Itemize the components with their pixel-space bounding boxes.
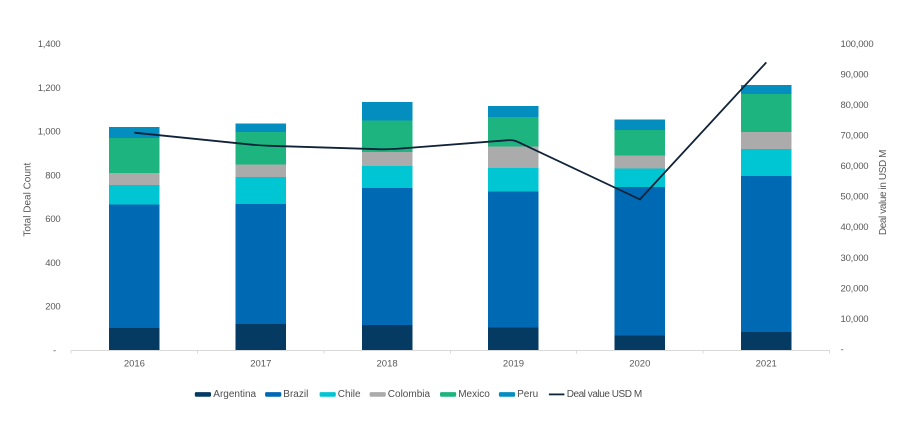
svg-text:Deal value in USD M: Deal value in USD M <box>878 150 889 235</box>
svg-text:-: - <box>841 345 844 356</box>
svg-text:400: 400 <box>45 258 60 269</box>
svg-text:Mexico: Mexico <box>458 389 490 400</box>
svg-text:30,000: 30,000 <box>841 253 869 264</box>
svg-text:90,000: 90,000 <box>841 69 869 80</box>
svg-text:50,000: 50,000 <box>841 192 869 203</box>
svg-text:1,400: 1,400 <box>38 39 61 50</box>
svg-text:60,000: 60,000 <box>841 161 869 172</box>
svg-text:10,000: 10,000 <box>841 314 869 325</box>
svg-text:800: 800 <box>45 170 60 181</box>
svg-text:2017: 2017 <box>250 359 271 370</box>
svg-text:40,000: 40,000 <box>841 222 869 233</box>
svg-text:2020: 2020 <box>629 359 650 370</box>
svg-text:600: 600 <box>45 214 60 225</box>
svg-text:Chile: Chile <box>338 389 361 400</box>
svg-text:Argentina: Argentina <box>213 389 256 400</box>
svg-text:Peru: Peru <box>517 389 538 400</box>
svg-text:2016: 2016 <box>124 359 145 370</box>
svg-text:2019: 2019 <box>503 359 524 370</box>
svg-text:70,000: 70,000 <box>841 131 869 142</box>
svg-text:80,000: 80,000 <box>841 100 869 111</box>
svg-text:1,200: 1,200 <box>38 83 61 94</box>
svg-text:20,000: 20,000 <box>841 283 869 294</box>
svg-text:200: 200 <box>45 302 60 313</box>
svg-text:100,000: 100,000 <box>841 39 874 50</box>
svg-text:Colombia: Colombia <box>388 389 431 400</box>
svg-text:-: - <box>53 345 56 356</box>
svg-text:Total Deal Count: Total Deal Count <box>23 163 34 237</box>
svg-text:Brazil: Brazil <box>283 389 308 400</box>
svg-text:1,000: 1,000 <box>38 127 61 138</box>
svg-text:Deal value USD M: Deal value USD M <box>567 389 642 400</box>
svg-text:2018: 2018 <box>377 359 398 370</box>
svg-text:2021: 2021 <box>756 359 777 370</box>
